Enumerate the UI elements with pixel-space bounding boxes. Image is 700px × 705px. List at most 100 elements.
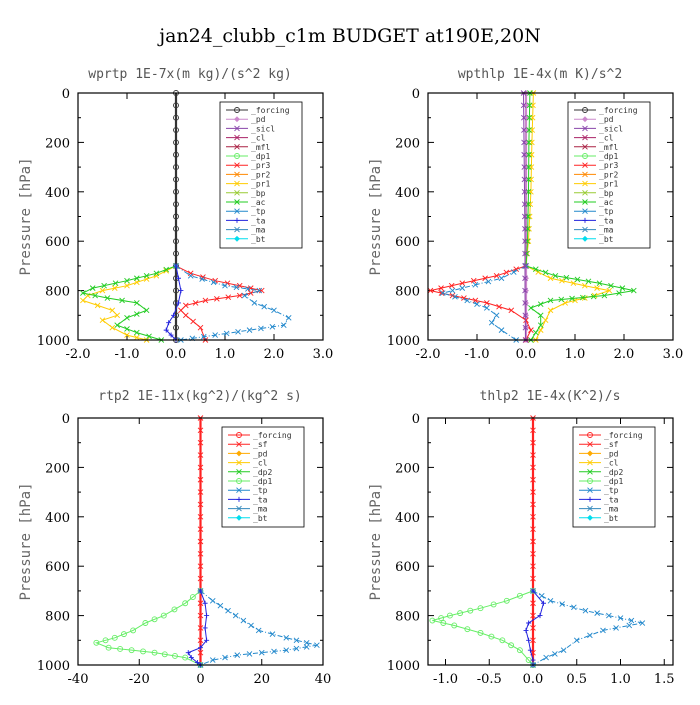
legend-marker: [587, 468, 593, 475]
data-point: [537, 613, 543, 619]
data-point: [93, 639, 100, 646]
data-point: [197, 513, 204, 520]
y-tick-label: 200: [395, 136, 420, 151]
y-tick-label: 0: [412, 412, 420, 427]
data-point: [173, 324, 179, 331]
legend-label: _bt: [604, 514, 619, 523]
data-point: [516, 592, 523, 599]
x-tick-label: -2.0: [65, 347, 90, 362]
data-point: [613, 625, 619, 631]
data-point: [527, 647, 533, 653]
data-point: [214, 296, 220, 302]
data-point: [552, 651, 558, 657]
legend-marker: [234, 153, 240, 159]
data-point: [163, 327, 169, 333]
legend-label: _cl: [251, 134, 266, 143]
x-tick-label: -2.0: [415, 347, 440, 362]
data-point: [173, 127, 179, 134]
data-point: [452, 293, 458, 300]
data-point: [438, 285, 444, 291]
data-point: [528, 188, 534, 195]
legend-label: _bp: [599, 189, 614, 198]
data-point: [467, 607, 474, 614]
data-point: [251, 300, 258, 306]
data-point: [526, 102, 533, 109]
data-point: [448, 282, 455, 289]
data-point: [521, 213, 528, 220]
data-point: [639, 620, 646, 626]
data-point: [199, 276, 205, 282]
data-point: [178, 288, 184, 294]
legend-label: _ac: [599, 198, 614, 207]
data-point: [594, 610, 600, 616]
legend-marker: [587, 496, 593, 502]
data-point: [303, 639, 310, 646]
data-point: [204, 637, 210, 643]
plot-frame: [77, 417, 324, 666]
data-point: [530, 612, 536, 619]
legend-marker: [582, 153, 588, 159]
legend-marker: [236, 478, 242, 484]
data-point: [202, 600, 208, 606]
x-tick-label: -1.0: [464, 347, 489, 362]
x-tick-label: -40: [68, 672, 89, 687]
legend-label: _dp1: [599, 152, 618, 161]
data-point: [542, 269, 549, 276]
data-point: [223, 330, 230, 337]
data-point: [133, 300, 140, 306]
data-point: [524, 238, 531, 245]
data-point: [303, 644, 310, 650]
data-point: [173, 201, 179, 208]
panel-1: wprtp 1E-7x(m kg)/(s^2 kg) Pressure [hPa]…: [18, 67, 333, 362]
data-point: [175, 275, 181, 281]
data-point: [236, 292, 243, 299]
data-point: [590, 293, 597, 300]
data-point: [94, 302, 101, 309]
data-point: [530, 513, 536, 520]
data-point: [530, 538, 536, 545]
data-point: [197, 649, 204, 656]
series-line: [430, 265, 532, 341]
legend-marker: [234, 226, 240, 233]
legend-marker: [582, 171, 588, 178]
panel-3: rtp2 1E-11x(kg^2)/(kg^2 s) Pressure [hPa]…: [18, 389, 331, 687]
data-point: [198, 645, 203, 651]
data-point: [521, 164, 528, 170]
data-point: [197, 551, 204, 557]
legend-label: _dp2: [604, 468, 623, 477]
data-point: [293, 637, 300, 644]
legend-label: _forcing: [253, 431, 292, 440]
legend-marker: [236, 487, 242, 494]
data-point: [439, 290, 446, 296]
data-point: [120, 631, 127, 638]
data-point: [189, 594, 196, 601]
data-point: [496, 303, 502, 310]
data-point: [258, 325, 264, 332]
data-point: [225, 607, 231, 614]
legend-marker: [582, 217, 588, 223]
y-tick-label: 400: [395, 511, 420, 526]
data-point: [235, 328, 241, 335]
data-point: [197, 464, 204, 471]
data-point: [526, 620, 532, 626]
y-tick-label: 800: [45, 285, 70, 300]
data-point: [197, 489, 204, 495]
legend-label: _pd: [253, 449, 268, 458]
data-point: [202, 625, 208, 631]
y-tick-label: 0: [62, 412, 70, 427]
data-point: [133, 275, 140, 282]
x-tick-label: 1.0: [610, 672, 631, 687]
series-dp1: [93, 587, 204, 668]
data-point: [600, 627, 606, 634]
legend: _forcing_pd_sicl_cl_mfl_dp1_pr3_pr2_pr1_…: [219, 101, 303, 249]
data-point: [530, 439, 536, 446]
data-point: [538, 593, 545, 599]
data-point: [146, 333, 152, 340]
data-point: [232, 612, 239, 619]
data-point: [470, 277, 477, 284]
legend-label: _ma: [604, 505, 619, 514]
data-point: [111, 634, 118, 641]
data-point: [114, 322, 121, 328]
data-point: [173, 238, 179, 245]
y-tick-label: 400: [45, 511, 70, 526]
